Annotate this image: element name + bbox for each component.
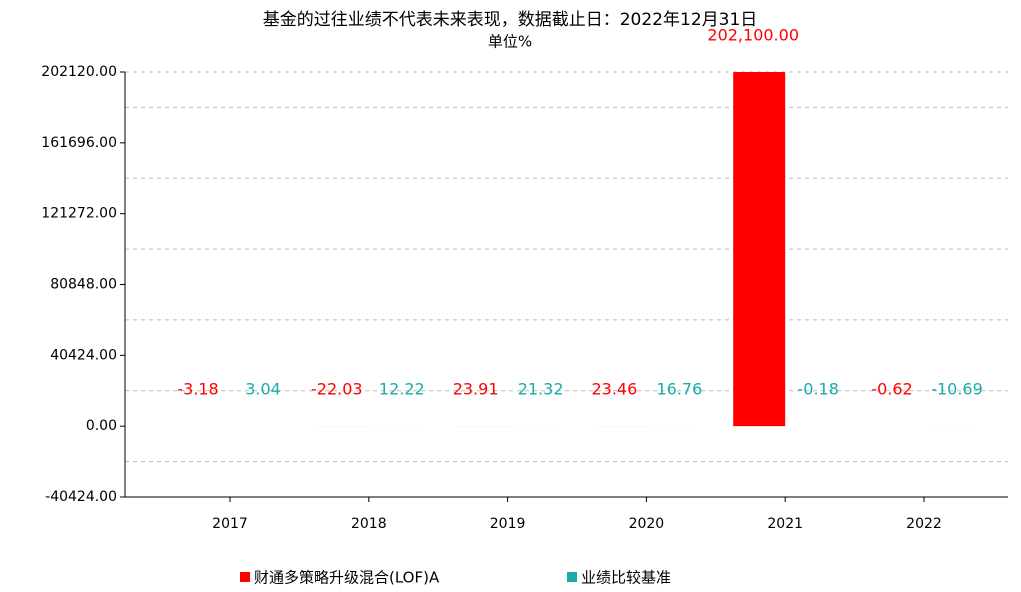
data-label: 23.91: [453, 380, 499, 399]
data-label: -0.18: [797, 380, 838, 399]
data-label: 12.22: [379, 380, 425, 399]
y-tick-label: 80848.00: [50, 277, 117, 293]
data-label: -22.03: [311, 380, 363, 399]
chart-title: 基金的过往业绩不代表未来表现，数据截止日：2022年12月31日: [263, 10, 758, 30]
data-label: 23.46: [591, 380, 637, 399]
x-tick-label: 2021: [767, 516, 803, 532]
x-tick-label: 2019: [490, 516, 526, 532]
data-label: 202,100.00: [707, 26, 799, 45]
legend-swatch: [240, 572, 250, 582]
x-tick-label: 2022: [906, 516, 942, 532]
data-label: 16.76: [656, 380, 702, 399]
y-tick-label: 121272.00: [41, 206, 117, 222]
x-tick-label: 2020: [629, 516, 665, 532]
legend-label: 业绩比较基准: [581, 569, 671, 587]
x-tick-label: 2018: [351, 516, 387, 532]
y-tick-label: 161696.00: [41, 135, 117, 151]
data-label: 3.04: [245, 380, 281, 399]
data-label: -3.18: [177, 380, 218, 399]
data-label: -0.62: [871, 380, 912, 399]
x-tick-label: 2017: [212, 516, 248, 532]
y-tick-label: 0.00: [86, 418, 117, 434]
legend-label: 财通多策略升级混合(LOF)A: [254, 569, 440, 587]
data-label: -10.69: [931, 380, 983, 399]
legend-swatch: [567, 572, 577, 582]
y-tick-label: -40424.00: [45, 489, 117, 505]
data-label: 21.32: [518, 380, 564, 399]
y-tick-label: 40424.00: [50, 347, 117, 363]
chart-subtitle: 单位%: [488, 33, 532, 51]
y-tick-label: 202120.00: [41, 64, 117, 80]
bar: [733, 72, 786, 427]
